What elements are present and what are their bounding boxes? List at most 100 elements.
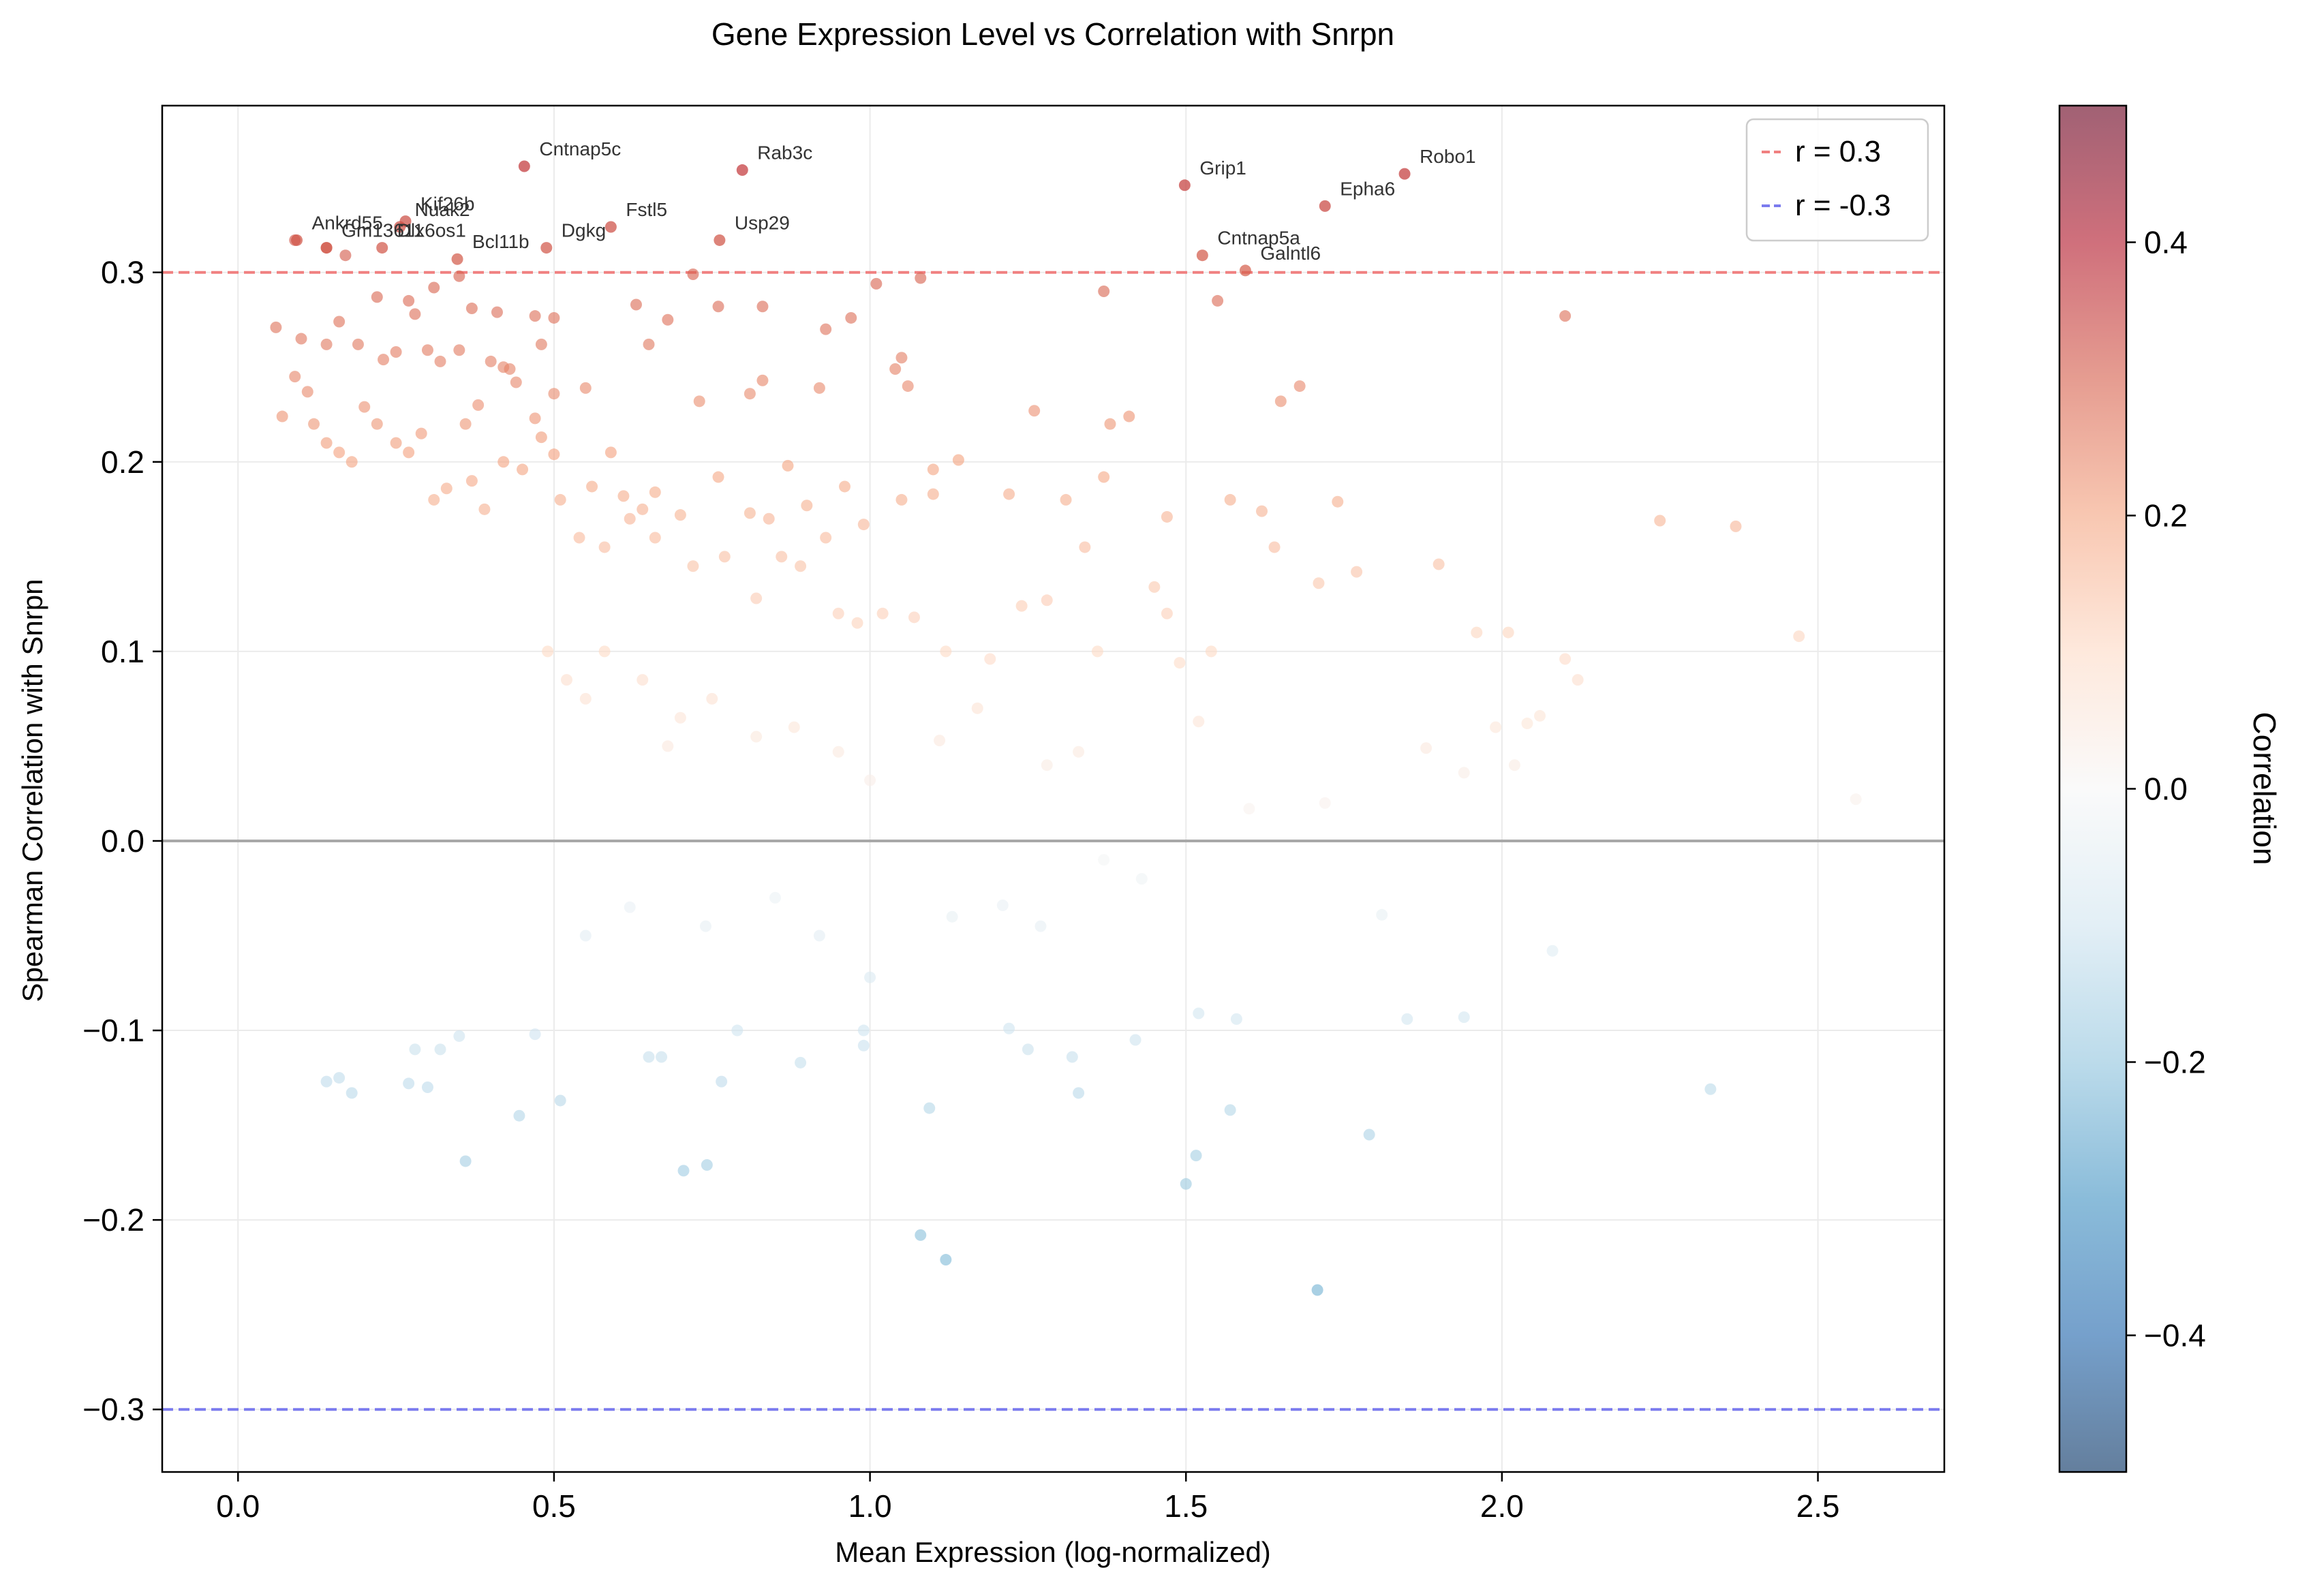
data-point [718,551,731,563]
data-point [756,374,769,386]
data-point [409,308,421,320]
data-point [1041,759,1053,771]
data-point [902,380,914,393]
point-label: Dgkg [562,220,606,241]
data-point [706,692,718,705]
data-point [1363,1129,1375,1141]
data-point [339,249,352,262]
point-label: Rab3c [757,142,812,164]
labeled-data-point [394,221,406,233]
point-label: Grip1 [1199,157,1246,179]
data-point [801,500,813,512]
data-point [915,1229,927,1241]
labeled-data-point [518,160,530,172]
data-point [1098,854,1110,866]
data-point [289,371,301,383]
data-point [1274,395,1287,408]
data-point [517,463,529,476]
data-point [548,388,560,400]
data-point [927,488,939,500]
data-point [637,674,649,686]
data-point [870,277,883,290]
data-point [820,323,832,335]
data-point [440,482,453,495]
data-point [390,437,402,449]
data-point [1458,1011,1470,1024]
y-tick-label: 0.3 [101,255,144,290]
data-point [459,418,472,430]
data-point [637,503,649,515]
data-point [1161,607,1173,619]
data-point [459,1155,472,1167]
data-point [1559,310,1572,322]
data-point [1193,1007,1205,1019]
data-point [371,291,383,303]
grid [162,106,1944,1472]
point-label: Galntl6 [1260,243,1321,264]
data-point [687,268,699,280]
data-point [1793,630,1805,643]
data-point [1028,405,1041,417]
data-point [1123,410,1135,423]
data-point [378,354,390,366]
point-label: Bcl11b [472,231,530,252]
data-point [1471,626,1483,639]
data-point [699,920,711,932]
data-point [542,645,554,658]
colorbar-tick-label: 0.4 [2144,225,2188,260]
x-tick-label: 2.0 [1480,1488,1524,1524]
chart-title: Gene Expression Level vs Correlation wit… [711,16,1394,52]
data-point [270,321,282,333]
labeled-data-point [714,234,726,246]
data-point [320,338,333,350]
labeled-data-point [736,164,748,177]
data-point [579,382,592,394]
data-point [320,1075,333,1088]
colorbar-tick-label: 0.2 [2144,498,2188,534]
data-point [1546,945,1559,957]
data-point [693,395,705,408]
data-point [889,363,902,375]
point-label: Ankrd55 [312,212,383,233]
x-tick-label: 0.5 [532,1488,576,1524]
data-point [1508,759,1520,771]
data-point [915,272,927,284]
data-point [554,493,566,506]
data-point [352,338,364,350]
legend-label-negative: r = -0.3 [1795,189,1891,222]
data-point [895,493,908,506]
data-point [656,1051,668,1063]
data-point [674,509,686,521]
labeled-data-point [376,242,388,254]
data-point [1293,380,1306,393]
colorbar: 0.4 0.2 0.0 −0.2 −0.4 Correlation [2058,104,2282,1473]
colorbar-label: Correlation [2247,712,2282,865]
data-point [346,456,358,468]
data-point [415,427,427,440]
point-label: Nuak2 [415,199,470,220]
labeled-data-point [1178,179,1191,191]
data-point [895,352,908,364]
data-point [716,1075,728,1088]
point-label: Usp29 [735,212,790,233]
data-point [820,532,832,544]
data-point [1850,793,1862,805]
data-point [529,310,541,322]
data-point [453,270,465,282]
labeled-data-point [1239,264,1251,277]
reference-lines [162,271,1944,1411]
data-point [403,294,415,307]
data-point [1458,767,1470,779]
data-point [731,1024,744,1037]
data-point [940,645,952,658]
x-axis-label: Mean Expression (log-normalized) [835,1536,1271,1568]
data-point [1079,541,1091,553]
data-point [1224,493,1236,506]
data-point [782,459,794,472]
data-point [1193,716,1205,728]
data-point [624,512,636,525]
data-point [946,910,958,923]
data-point [428,281,440,294]
data-point [1073,746,1085,758]
